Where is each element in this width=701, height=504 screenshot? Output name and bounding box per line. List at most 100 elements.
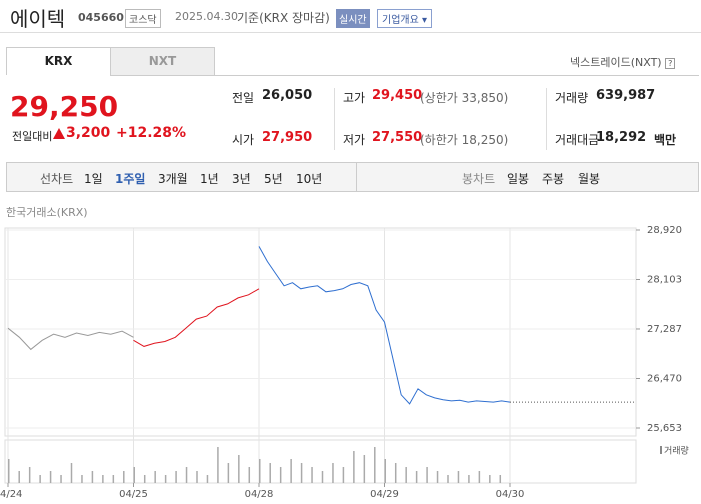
stat-label: 거래량 [555,91,589,105]
volume-bar [123,471,125,483]
period-button[interactable]: 1년 [200,172,219,186]
volume-bar [143,475,146,483]
tab[interactable]: KRX [6,47,111,75]
volume-bar [374,447,376,483]
stat-value: 639,987 [596,88,656,103]
volume-bar [394,463,397,483]
stat-label: 거래대금 [555,133,600,147]
volume-bar [300,463,303,483]
volume-bar [217,447,219,483]
price-line [133,288,260,347]
stat-value: 29,450 [372,88,423,103]
nxt-label: 넥스트레이드(NXT) ? [570,54,676,70]
volume-bar [196,471,198,483]
period-button[interactable]: 1일 [84,172,103,186]
volume-bar [415,471,418,483]
volume-bar [81,475,83,483]
volume-bar [185,467,188,483]
stat-label: 저가 [343,133,366,147]
period-button[interactable]: 3년 [232,172,251,186]
volume-bar [436,471,439,483]
volume-bar [405,467,407,483]
volume-bar [28,467,31,483]
price-line [258,246,511,405]
stat-unit: 백만 [654,133,677,147]
volume-bar [60,475,62,483]
volume-bar [248,467,251,483]
volume-bar [238,455,240,483]
volume-bar [227,463,230,483]
y-tick-label: 26,470 [647,373,682,384]
toolbar [6,162,699,192]
line-chart-label: 선차트 [40,172,74,186]
volume-bar [112,475,115,483]
volume-bar [332,463,334,483]
volume-bar [290,459,292,483]
candle-button[interactable]: 주봉 [542,172,565,186]
y-tick-label: 25,653 [647,423,682,434]
current-price: 29,250 [10,90,119,123]
volume-bar [269,463,271,483]
volume-bar [468,475,470,483]
candle-button[interactable]: 일봉 [507,172,530,186]
volume-bar [91,471,94,483]
volume-label: 거래량 [664,445,689,457]
volume-bar [321,471,324,483]
stat-note: (하한가 18,250) [420,133,509,147]
volume-bar [39,475,41,483]
volume-bar [175,471,177,483]
candle-chart-label: 봉차트 [462,172,496,186]
y-tick-label: 28,103 [647,275,682,286]
volume-bar [478,471,481,483]
up-icon [53,128,65,139]
x-tick-label: 04/30 [496,489,525,500]
volume-bar [8,459,10,483]
volume-bar [447,475,449,483]
realtime-button[interactable]: 실시간 [336,9,370,28]
chart-source: 한국거래소(KRX) [6,206,88,219]
volume-bar [206,475,209,483]
basis: 기준(KRX 장마감) [237,11,330,25]
volume-bar [342,467,345,483]
sep [356,162,357,192]
plot-frame [4,227,637,437]
x-tick-label: 04/24 [0,489,22,500]
y-tick-label: 28,920 [647,225,682,236]
nxt-text: 넥스트레이드(NXT) [570,56,662,69]
stock-code: 045660 [78,11,124,24]
volume-legend-icon [660,446,662,454]
stat-value: 18,292 [596,130,647,145]
chart: 04/24 04/25 04/28 04/29 04/30 28,920 28,103 27,… [0,225,689,500]
volume-frame [4,439,637,484]
candle-button[interactable]: 월봉 [578,172,601,186]
stat-value: 27,950 [262,130,313,145]
price-line [7,327,134,351]
volume-bar [154,471,156,483]
volume-bar [489,475,491,483]
volume-bar [259,459,261,483]
volume-bar [457,471,460,483]
volume-bar [164,475,167,483]
date: 2025.04.30 [175,10,238,23]
period-button[interactable]: 1주일 [115,172,146,186]
stat-label: 전일 [232,91,255,105]
change-rate: +12.28% [116,125,187,141]
volume-bar [353,451,355,483]
sep [334,88,335,150]
y-tick-label: 27,287 [647,324,682,335]
tab-line [214,75,699,76]
stat-label: 시가 [232,133,255,147]
volume-bar [384,459,386,483]
volume-bar [499,475,502,483]
x-tick-label: 04/29 [370,489,399,500]
tab[interactable]: NXT [110,47,215,76]
period-button[interactable]: 3개월 [158,172,188,186]
change: 3,200 [66,125,111,141]
period-button[interactable]: 5년 [264,172,283,186]
divider [0,32,701,33]
company-button[interactable]: 기업개요 ▾ [377,9,433,28]
period-button[interactable]: 10년 [296,172,323,186]
volume-bar [49,471,52,483]
volume-bar [133,467,135,483]
